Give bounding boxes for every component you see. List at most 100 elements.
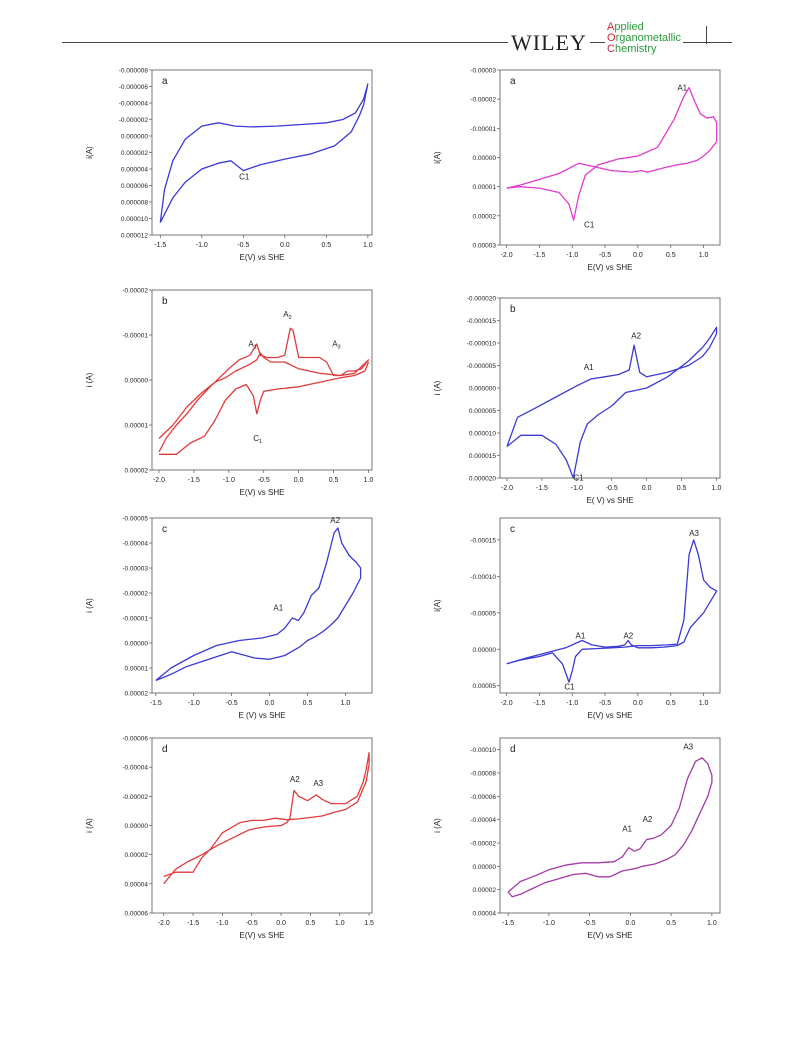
journal-rest: hemistry (614, 43, 657, 55)
x-tick-label: 0.0 (633, 252, 643, 259)
y-tick-label: 0.00004 (125, 881, 149, 888)
x-tick-label: 1.0 (712, 485, 722, 492)
y-tick-label: -0.00005 (470, 610, 496, 617)
peak-label: C1 (253, 434, 262, 445)
journal-line-1: Applied (607, 22, 681, 33)
y-tick-label: 0.00002 (125, 852, 149, 859)
x-tick-label: -1.0 (566, 700, 578, 707)
x-tick-label: 0.5 (666, 252, 676, 259)
x-tick-label: 0.5 (666, 920, 676, 927)
header-rule (62, 42, 732, 43)
peak-label: A1 (273, 604, 283, 613)
x-tick-label: 0.0 (633, 700, 643, 707)
y-tick-label: 0.00000 (473, 155, 497, 162)
peak-label-subscript: 2 (289, 315, 292, 321)
x-tick-label: -1.0 (223, 477, 235, 484)
cv-panel-d-left: d -2.0 -1.5 -1.0 -0.5 0.0 0.5 1.0 1.5 -0.00006 -0.… (85, 736, 374, 941)
y-tick-label: 0.00001 (473, 184, 497, 191)
y-axis-label: i (A) (433, 818, 442, 833)
journal-rest: rganometallic (615, 32, 681, 44)
y-tick-label: -0.00008 (470, 771, 496, 778)
x-tick-label: 1.0 (364, 477, 374, 484)
x-tick-label: -1.5 (533, 252, 545, 259)
x-tick-label: -1.5 (502, 920, 514, 927)
x-axis-label: E(V) vs SHE (588, 263, 633, 272)
x-tick-label: 1.0 (699, 252, 709, 259)
y-tick-label: 0.00006 (125, 911, 149, 918)
y-axis-label: i (A) (85, 818, 94, 833)
y-tick-label: 0.00001 (125, 423, 149, 430)
y-tick-label: 0.00000 (125, 378, 149, 385)
peak-label: A3 (689, 529, 699, 538)
journal-initial: C (607, 43, 615, 55)
y-tick-label: -0.000004 (119, 101, 149, 108)
x-tick-label: -1.5 (536, 485, 548, 492)
x-tick-label: 1.5 (364, 920, 374, 927)
x-tick-label: -0.5 (246, 920, 258, 927)
x-tick-label: -2.0 (501, 252, 513, 259)
y-axis-label: i (A) (85, 598, 94, 613)
peak-label: C1 (564, 682, 575, 691)
y-tick-label: 0.000000 (469, 386, 496, 393)
x-tick-label: 1.0 (707, 920, 717, 927)
cv-curve (506, 326, 718, 479)
y-axis-label: i (A) (433, 380, 442, 395)
plot-frame (151, 737, 373, 914)
x-tick-label: -0.5 (606, 485, 618, 492)
x-tick-label: -1.5 (187, 920, 199, 927)
x-tick-label: -1.0 (571, 485, 583, 492)
journal-initial: A (607, 21, 615, 33)
x-tick-label: 0.0 (642, 485, 652, 492)
x-tick-label: 0.5 (306, 920, 316, 927)
y-tick-label: 0.000020 (469, 476, 496, 483)
peak-label: A3 (313, 779, 323, 788)
y-axis-label: i(A) (85, 146, 94, 159)
cv-curve (159, 361, 370, 455)
x-tick-label: 0.0 (276, 920, 286, 927)
y-tick-label: 0.00002 (473, 887, 497, 894)
y-tick-label: -0.00010 (470, 574, 496, 581)
y-tick-label: 0.00000 (125, 823, 149, 830)
y-tick-label: 0.00002 (473, 213, 497, 220)
y-tick-label: -0.00002 (470, 841, 496, 848)
peak-label: A2 (330, 516, 340, 525)
y-tick-label: 0.00005 (473, 683, 497, 690)
x-axis-label: E(V) vs SHE (588, 711, 633, 720)
peak-label: A2 (283, 310, 291, 321)
x-tick-label: -1.5 (154, 242, 166, 249)
y-tick-label: -0.00001 (122, 333, 148, 340)
peak-label-subscript: 1 (254, 344, 257, 350)
y-axis-label: i(A) (433, 599, 442, 612)
header-tick (706, 26, 707, 44)
x-tick-label: -0.5 (258, 477, 270, 484)
plot-frame (499, 737, 721, 914)
cv-panel-b-right: b -2.0 -1.5 -1.0 -0.5 0.0 0.5 1.0 -0.000020 -0.00… (433, 296, 722, 506)
peak-label-subscript: 3 (338, 344, 341, 350)
x-axis-label: E(V) vs SHE (240, 931, 285, 940)
y-tick-label: 0.00004 (473, 911, 497, 918)
cv-curve (155, 527, 362, 682)
y-tick-label: 0.000004 (121, 167, 148, 174)
peak-label: A2 (623, 631, 633, 640)
x-tick-label: -2.0 (158, 920, 170, 927)
y-tick-label: -0.00001 (470, 126, 496, 133)
y-tick-label: 0.00001 (125, 666, 149, 673)
y-axis-label: i (A) (85, 372, 94, 387)
x-tick-label: 0.0 (294, 477, 304, 484)
journal-line-2: Organometallic (607, 33, 681, 44)
x-tick-label: -0.5 (599, 700, 611, 707)
y-tick-label: 0.000005 (469, 408, 496, 415)
journal-line-3: Chemistry (607, 44, 681, 55)
x-tick-label: -2.0 (153, 477, 165, 484)
peak-label-subscript: 1 (259, 439, 262, 445)
plot-frame (151, 69, 373, 236)
cv-curve (507, 757, 713, 898)
x-tick-label: -1.5 (150, 700, 162, 707)
y-tick-label: -0.00004 (122, 541, 148, 548)
x-tick-label: 1.0 (341, 700, 351, 707)
y-tick-label: -0.00005 (122, 516, 148, 523)
x-axis-label: E( V) vs SHE (586, 496, 633, 505)
x-axis-label: E(V) vs SHE (588, 931, 633, 940)
x-tick-label: -0.5 (226, 700, 238, 707)
panel-letter: b (162, 296, 168, 307)
